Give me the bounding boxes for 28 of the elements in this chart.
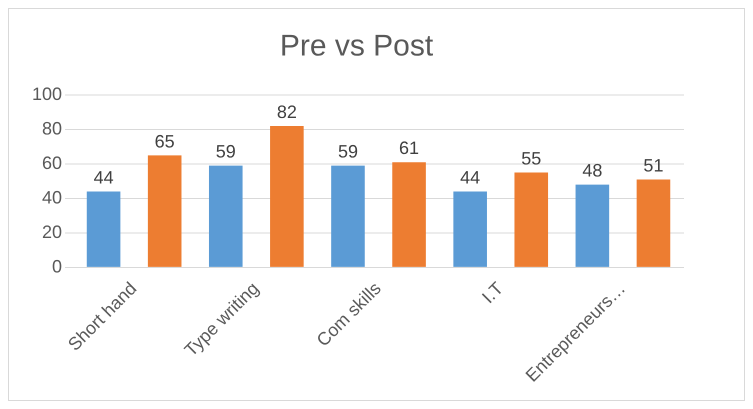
bar — [636, 179, 670, 267]
data-label: 59 — [216, 142, 236, 162]
bar — [86, 192, 120, 267]
y-tick-label: 20 — [42, 222, 62, 242]
y-tick-label: 80 — [42, 118, 62, 138]
bar — [208, 166, 243, 267]
data-label: 44 — [94, 167, 114, 188]
bar — [576, 184, 610, 267]
y-tick-label: 40 — [42, 187, 62, 208]
bar — [392, 162, 426, 267]
data-label: 51 — [643, 155, 664, 176]
bar — [514, 172, 548, 267]
bar — [270, 126, 304, 267]
data-label: 55 — [521, 148, 542, 169]
bar — [331, 166, 365, 267]
data-label: 61 — [399, 138, 420, 158]
data-label: 65 — [154, 131, 175, 152]
y-tick-label: 60 — [42, 152, 62, 173]
y-tick-label: 100 — [32, 84, 62, 104]
data-label: 44 — [460, 167, 480, 188]
bar — [453, 192, 487, 267]
data-label: 48 — [582, 160, 602, 181]
bar — [148, 155, 182, 267]
y-tick-label: 0 — [52, 256, 62, 276]
x-tick-label: I.T — [478, 278, 508, 308]
chart-title: Pre vs Post — [280, 29, 434, 62]
data-label: 59 — [338, 142, 358, 162]
data-label: 82 — [276, 102, 297, 122]
